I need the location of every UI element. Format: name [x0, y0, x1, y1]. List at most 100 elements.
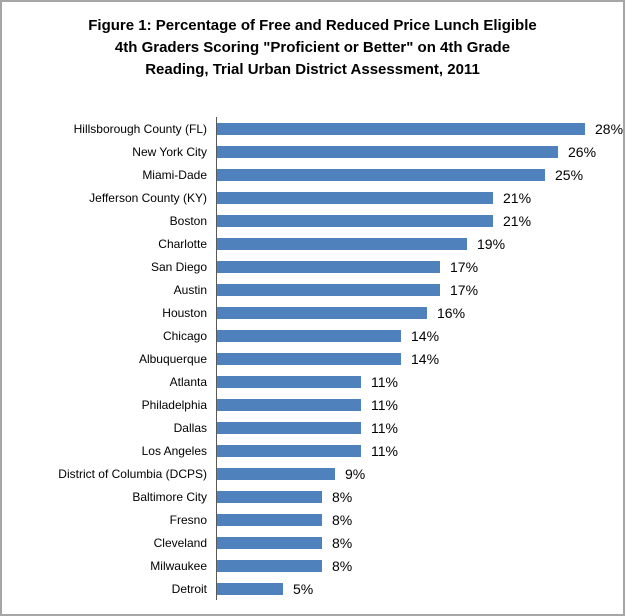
bar-row: Charlotte 19%: [2, 232, 623, 255]
category-label: Cleveland: [153, 535, 207, 550]
plot-area-row: 5%: [216, 577, 623, 600]
bar-row: Detroit 5%: [2, 577, 623, 600]
bar-row: Cleveland 8%: [2, 531, 623, 554]
plot-area-row: 9%: [216, 462, 623, 485]
plot-area-row: 17%: [216, 255, 623, 278]
category-label: Chicago: [162, 328, 207, 343]
category-label: Hillsborough County (FL): [73, 121, 207, 136]
bar-row: Austin 17%: [2, 278, 623, 301]
value-label: 26%: [568, 143, 597, 160]
value-label: 5%: [293, 580, 314, 597]
category-label: Jefferson County (KY): [89, 190, 207, 205]
category-label: San Diego: [150, 259, 207, 274]
bar-row: Fresno 8%: [2, 508, 623, 531]
bar-row: Dallas 11%: [2, 416, 623, 439]
bar: [217, 559, 322, 572]
bar: [217, 237, 467, 250]
bar: [217, 191, 493, 204]
value-label: 16%: [437, 304, 466, 321]
value-label: 25%: [555, 166, 584, 183]
bar-row: Jefferson County (KY) 21%: [2, 186, 623, 209]
plot-area-row: 8%: [216, 531, 623, 554]
bar: [217, 444, 361, 457]
value-label: 28%: [595, 120, 624, 137]
plot-area-row: 25%: [216, 163, 623, 186]
value-label: 9%: [345, 465, 366, 482]
bar: [217, 421, 361, 434]
bar-row: Houston 16%: [2, 301, 623, 324]
plot-area-row: 11%: [216, 370, 623, 393]
value-label: 11%: [371, 373, 398, 390]
plot-area-row: 16%: [216, 301, 623, 324]
bar-row: Boston 21%: [2, 209, 623, 232]
value-label: 11%: [371, 442, 398, 459]
bar-row: Baltimore City 8%: [2, 485, 623, 508]
category-label: Baltimore City: [132, 489, 207, 504]
bar-row: Miami-Dade 25%: [2, 163, 623, 186]
bar: [217, 122, 585, 135]
bar: [217, 536, 322, 549]
value-label: 17%: [450, 258, 479, 275]
bar: [217, 168, 545, 181]
category-label: Los Angeles: [141, 443, 207, 458]
category-label: Albuquerque: [138, 351, 207, 366]
value-label: 11%: [371, 419, 398, 436]
bar: [217, 467, 335, 480]
bar-row: New York City 26%: [2, 140, 623, 163]
value-label: 21%: [503, 212, 532, 229]
chart-title: Figure 1: Percentage of Free and Reduced…: [2, 15, 623, 81]
value-label: 8%: [332, 511, 353, 528]
category-label: Philadelphia: [141, 397, 207, 412]
value-label: 14%: [411, 327, 440, 344]
bar: [217, 582, 283, 595]
category-label: Houston: [162, 305, 207, 320]
bar-row: District of Columbia (DCPS) 9%: [2, 462, 623, 485]
value-label: 17%: [450, 281, 479, 298]
bar: [217, 145, 558, 158]
category-label: Miami-Dade: [142, 167, 207, 182]
chart-title-line-2: 4th Graders Scoring "Proficient or Bette…: [114, 39, 511, 56]
bar-row: Philadelphia 11%: [2, 393, 623, 416]
category-label: Boston: [169, 213, 207, 228]
value-label: 11%: [371, 396, 398, 413]
bar: [217, 490, 322, 503]
value-label: 8%: [332, 557, 353, 574]
plot-area-row: 11%: [216, 393, 623, 416]
category-label: New York City: [132, 144, 207, 159]
bar-row: Hillsborough County (FL) 28%: [2, 117, 623, 140]
bar: [217, 214, 493, 227]
plot-area-row: 26%: [216, 140, 623, 163]
bar-row: Albuquerque 14%: [2, 347, 623, 370]
plot-area-row: 11%: [216, 439, 623, 462]
bar: [217, 329, 401, 342]
bar: [217, 352, 401, 365]
plot-area-row: 14%: [216, 324, 623, 347]
bar: [217, 306, 427, 319]
bar: [217, 283, 440, 296]
value-label: 21%: [503, 189, 532, 206]
value-label: 19%: [477, 235, 506, 252]
plot-area-row: 14%: [216, 347, 623, 370]
bar-row: Chicago 14%: [2, 324, 623, 347]
category-label: Milwaukee: [150, 558, 207, 573]
bar-chart: Hillsborough County (FL) 28% New York City…: [2, 117, 623, 600]
bar: [217, 375, 361, 388]
plot-area-row: 21%: [216, 209, 623, 232]
category-label: District of Columbia (DCPS): [58, 466, 207, 481]
bar-row: Atlanta 11%: [2, 370, 623, 393]
plot-area-row: 17%: [216, 278, 623, 301]
category-label: Dallas: [173, 420, 207, 435]
plot-area-row: 21%: [216, 186, 623, 209]
chart-title-line-3: Reading, Trial Urban District Assessment…: [145, 61, 480, 78]
value-label: 8%: [332, 488, 353, 505]
bar-row: Milwaukee 8%: [2, 554, 623, 577]
chart-title-line-1: Figure 1: Percentage of Free and Reduced…: [88, 17, 537, 34]
value-label: 14%: [411, 350, 440, 367]
plot-area-row: 8%: [216, 508, 623, 531]
bar-row: San Diego 17%: [2, 255, 623, 278]
plot-area-row: 8%: [216, 554, 623, 577]
bar: [217, 260, 440, 273]
category-label: Austin: [173, 282, 207, 297]
plot-area-row: 28%: [216, 117, 623, 140]
